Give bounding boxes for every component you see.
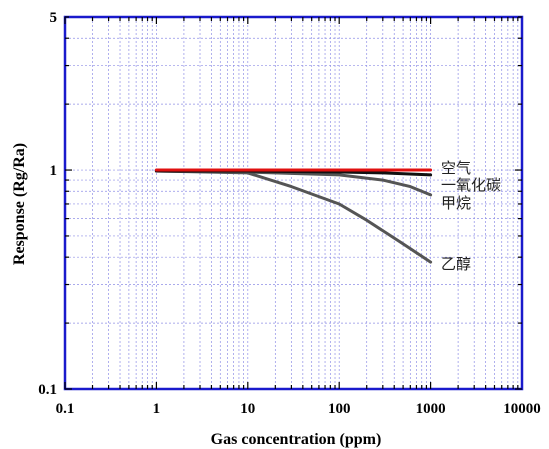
x-tick-label: 1000 bbox=[416, 401, 446, 417]
y-tick-label: 1 bbox=[50, 163, 58, 179]
y-axis-title: Response (Rg/Ra) bbox=[11, 143, 28, 265]
x-tick-label: 1 bbox=[153, 401, 161, 417]
series-label: 乙醇 bbox=[441, 255, 471, 273]
x-tick-label: 10 bbox=[240, 401, 255, 417]
series-label: 空气 bbox=[441, 159, 471, 177]
x-tick-label: 0.1 bbox=[56, 401, 75, 417]
plot-frame bbox=[63, 15, 524, 391]
x-tick-label: 10000 bbox=[503, 401, 541, 417]
x-tick-label: 100 bbox=[328, 401, 351, 417]
grid bbox=[65, 16, 522, 389]
series-line bbox=[154, 169, 433, 264]
y-tick-label: 0.1 bbox=[38, 382, 57, 398]
x-axis-title: Gas concentration (ppm) bbox=[211, 431, 382, 448]
axis-ticks: 0.1 1 10 100 1000 10000 0.1 1 5 bbox=[38, 10, 541, 417]
y-tick-label: 5 bbox=[50, 10, 58, 26]
series-label: 甲烷 bbox=[441, 194, 471, 212]
series-lines bbox=[154, 168, 433, 264]
series-label: 一氧化碳 bbox=[441, 176, 501, 194]
